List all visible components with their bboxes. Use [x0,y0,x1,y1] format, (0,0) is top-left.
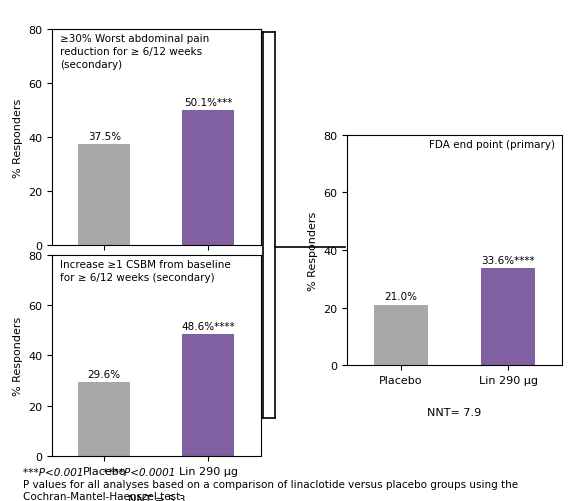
Text: NNT = 7.9: NNT = 7.9 [127,287,185,297]
Text: 37.5%: 37.5% [87,131,121,141]
Text: Increase ≥1 CSBM from baseline
for ≥ 6/12 weeks (secondary): Increase ≥1 CSBM from baseline for ≥ 6/1… [60,260,231,282]
Text: 33.6%****: 33.6%**** [481,256,535,266]
Text: 21.0%: 21.0% [384,292,417,302]
Text: 29.6%: 29.6% [87,369,121,379]
Text: P values for all analyses based on a comparison of linaclotide versus placebo gr: P values for all analyses based on a com… [23,479,518,489]
Bar [182,334,234,456]
Text: FDA end point (primary): FDA end point (primary) [429,140,555,150]
Bar [182,111,234,245]
Y-axis label: % Responders: % Responders [13,316,23,395]
Text: Cochran-Mantel-Haenszel test: Cochran-Mantel-Haenszel test [23,491,181,501]
Text: ≥30% Worst abdominal pain
reduction for ≥ 6/12 weeks
(secondary): ≥30% Worst abdominal pain reduction for … [60,35,210,70]
Bar [78,144,130,245]
Text: ***P<0.001      ****P<0.0001: ***P<0.001 ****P<0.0001 [23,467,175,477]
Text: 48.6%****: 48.6%**** [182,321,235,331]
Bar [78,382,130,456]
Text: NNT = 5.3: NNT = 5.3 [127,494,185,501]
Text: 50.1%***: 50.1%*** [184,97,233,107]
Bar [481,269,535,366]
Y-axis label: % Responders: % Responders [308,211,318,290]
Bar [374,305,428,366]
Text: NNT= 7.9: NNT= 7.9 [427,407,482,417]
Y-axis label: % Responders: % Responders [13,98,23,177]
